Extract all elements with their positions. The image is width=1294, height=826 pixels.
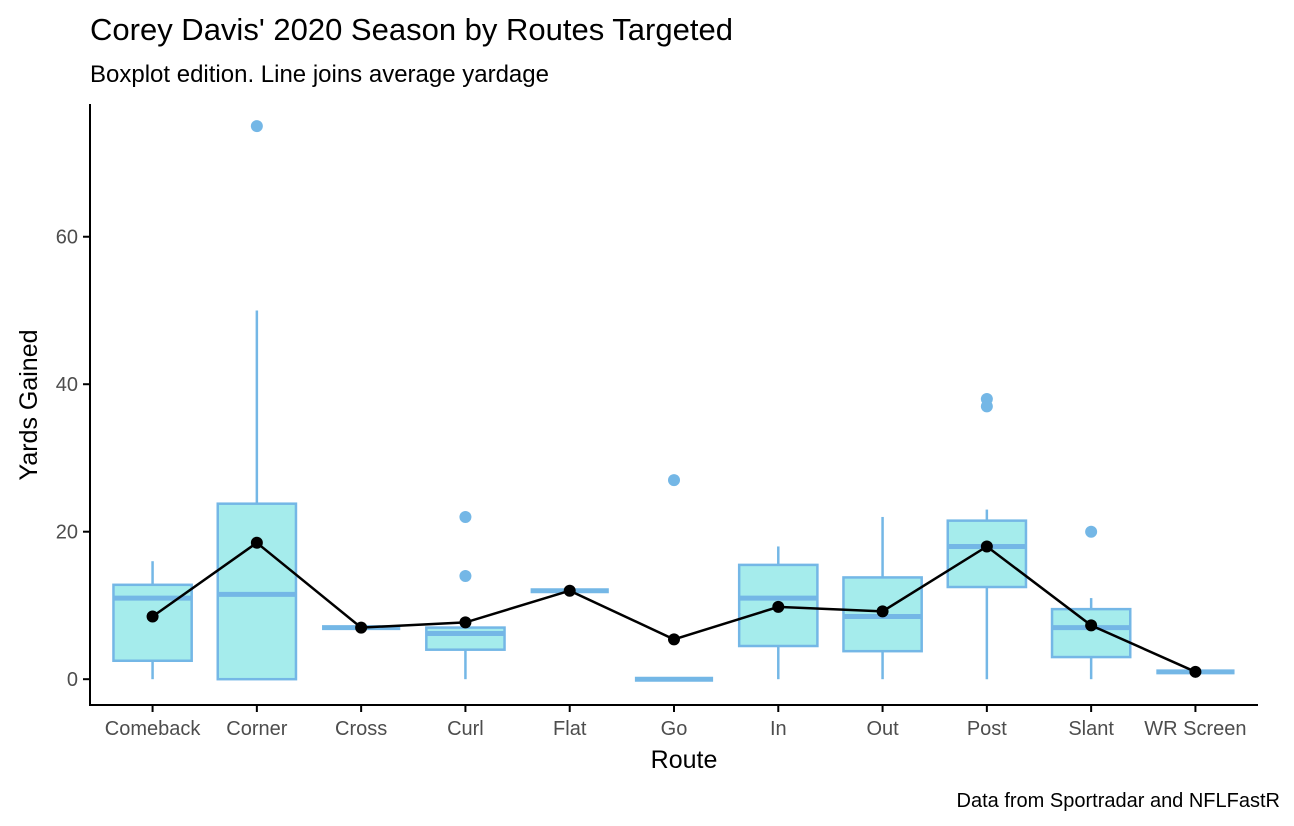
box-out (842, 516, 923, 680)
x-tick-label: Go (661, 718, 688, 740)
mean-point (563, 584, 576, 597)
mean-point (876, 605, 889, 618)
y-tick-label: 20 (56, 522, 78, 544)
y-axis-ticks: 0 20 40 60 (56, 227, 90, 691)
mean-line-layer (146, 536, 1202, 678)
mean-point (355, 621, 368, 634)
box-curl (425, 510, 506, 680)
x-axis-ticks: Comeback Corner Cross Curl Flat Go In Out Post Sl… (105, 705, 1247, 740)
iqr-box (425, 626, 506, 651)
x-tick-label: Comeback (105, 718, 202, 740)
mean-line (151, 541, 1196, 673)
mean-point (980, 540, 993, 553)
x-tick-label: Corner (226, 718, 287, 740)
mean-point (772, 600, 785, 613)
y-tick-label: 0 (67, 669, 78, 691)
mean-point (250, 536, 263, 549)
box-go (634, 474, 714, 682)
x-tick-label: Out (866, 718, 899, 740)
x-tick-label: Slant (1068, 718, 1114, 740)
outlier-point (459, 569, 472, 582)
iqr-box (216, 502, 298, 681)
x-tick-label: WR Screen (1144, 718, 1246, 740)
mean-point (459, 616, 472, 629)
chart-title: Corey Davis' 2020 Season by Routes Targe… (90, 12, 733, 47)
x-tick-label: Curl (447, 718, 484, 740)
mean-point (1085, 619, 1098, 632)
mean-point (1189, 665, 1202, 678)
y-axis-title: Yards Gained (15, 329, 43, 480)
x-tick-label: In (770, 718, 787, 740)
outlier-point (1085, 525, 1098, 538)
outlier-point (459, 510, 472, 523)
outlier-point (668, 474, 680, 487)
x-axis-title: Route (651, 746, 718, 774)
y-tick-label: 60 (56, 227, 78, 249)
chart-caption: Data from Sportradar and NFLFastR (957, 790, 1280, 812)
box-corner (216, 120, 298, 681)
mean-point (668, 633, 680, 646)
x-tick-label: Post (967, 718, 1007, 740)
x-tick-label: Flat (553, 718, 587, 740)
chart-subtitle: Boxplot edition. Line joins average yard… (90, 61, 549, 88)
x-tick-label: Cross (335, 718, 387, 740)
iqr-box (946, 519, 1028, 589)
box-post (946, 392, 1028, 680)
boxes-layer (112, 120, 1235, 682)
outlier-point (250, 120, 263, 133)
outlier-point (980, 392, 993, 405)
mean-point (146, 610, 159, 623)
box-slant (1050, 525, 1132, 680)
iqr-box (1050, 607, 1132, 659)
y-tick-label: 40 (56, 374, 78, 396)
